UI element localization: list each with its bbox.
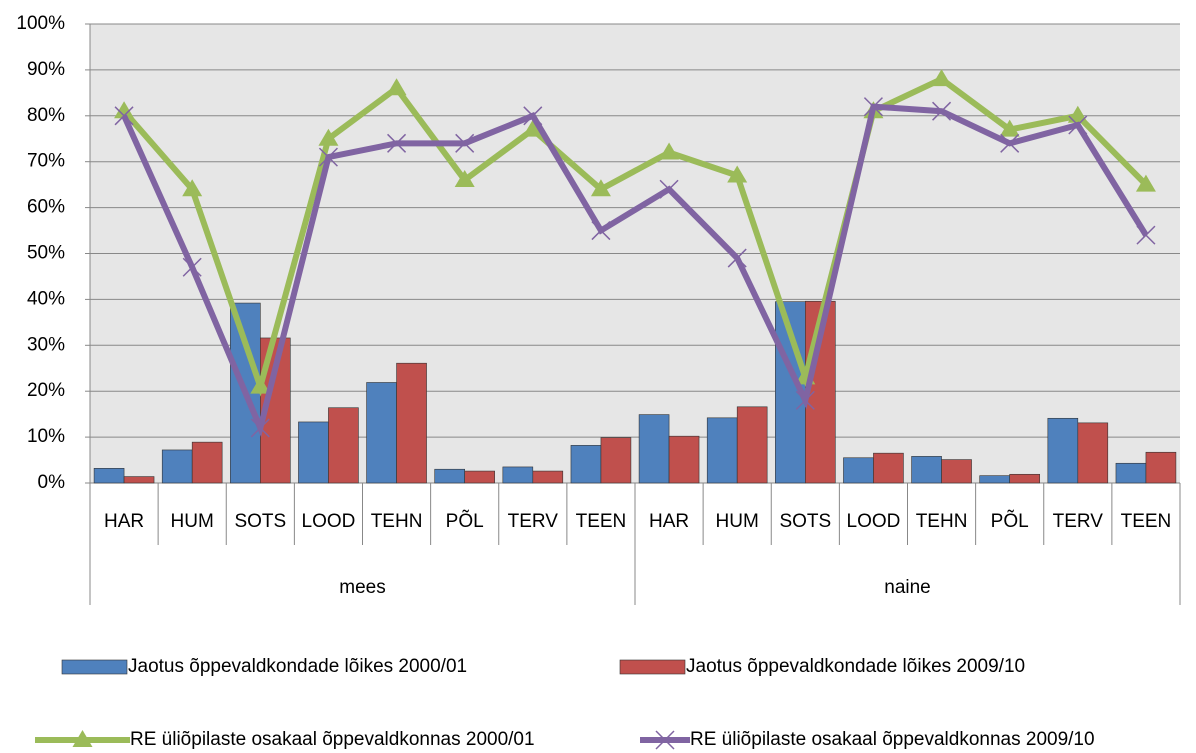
x-tick-label: HAR [649, 511, 689, 532]
bar [93, 468, 125, 484]
marker [1068, 115, 1088, 135]
x-tick-label: TEEN [1121, 511, 1172, 532]
marker [931, 69, 952, 87]
marker [318, 147, 338, 167]
group-label: naine [884, 577, 931, 598]
marker [387, 133, 407, 153]
y-tick-label: 90% [27, 59, 65, 80]
marker [1067, 105, 1088, 123]
bar [736, 406, 768, 484]
x-tick-label: LOOD [847, 511, 901, 532]
x-tick-label: HAR [104, 511, 144, 532]
y-tick-label: 0% [38, 472, 66, 493]
x-tick-label: PÕL [446, 510, 484, 532]
y-tick-label: 100% [16, 13, 65, 34]
bar [434, 468, 465, 484]
marker [522, 119, 543, 137]
y-tick-label: 50% [27, 243, 65, 264]
x-tick-label: TEEN [576, 511, 627, 532]
marker [182, 179, 203, 197]
bar [570, 445, 602, 484]
marker [318, 128, 339, 146]
marker [591, 221, 611, 241]
bar [1077, 422, 1109, 484]
marker [999, 119, 1020, 137]
bar [706, 417, 738, 484]
y-tick-label: 30% [27, 334, 65, 355]
bar [464, 470, 495, 484]
legend-marker [72, 730, 93, 747]
bar [532, 470, 564, 484]
marker [863, 97, 883, 117]
legend-swatch [619, 659, 686, 675]
y-tick-label: 80% [27, 105, 65, 126]
bar [873, 452, 904, 484]
bar [638, 414, 670, 484]
marker [727, 165, 748, 183]
bar [123, 476, 155, 484]
marker [250, 376, 271, 394]
marker [659, 179, 679, 199]
bar [1047, 417, 1079, 484]
x-tick-label: SOTS [779, 511, 831, 532]
x-tick-label: TEHN [916, 511, 968, 532]
marker [932, 101, 952, 121]
marker [523, 106, 543, 126]
legend-swatch [61, 659, 128, 675]
y-tick-label: 10% [27, 426, 65, 447]
bar [191, 441, 223, 484]
x-tick-label: SOTS [234, 511, 286, 532]
legend-label: RE üliõpilaste osakaal õppevaldkonnas 20… [690, 729, 1095, 750]
bar [502, 466, 534, 484]
bar [668, 435, 700, 484]
marker [1136, 225, 1156, 245]
line [121, 103, 1149, 438]
legend-marker [655, 730, 675, 750]
marker [455, 133, 475, 153]
bar [396, 362, 427, 484]
bar [979, 475, 1010, 484]
bar [911, 456, 942, 484]
y-tick-label: 40% [27, 288, 65, 309]
marker [590, 179, 611, 197]
marker [386, 78, 407, 96]
marker [182, 257, 202, 277]
bar [941, 459, 972, 484]
y-tick-label: 60% [27, 197, 65, 218]
marker [1135, 174, 1156, 192]
legend-label: Jaotus õppevaldkondade lõikes 2000/01 [128, 656, 467, 677]
marker [114, 101, 135, 119]
marker [795, 390, 815, 410]
bar [843, 457, 874, 484]
bar [298, 421, 329, 484]
marker [250, 418, 270, 438]
x-tick-label: HUM [171, 511, 214, 532]
marker [454, 170, 475, 188]
legend-label: RE üliõpilaste osakaal õppevaldkonnas 20… [130, 729, 535, 750]
bar [1115, 462, 1147, 484]
marker [659, 142, 680, 160]
x-tick-label: TERV [508, 511, 559, 532]
x-tick-label: TERV [1053, 511, 1104, 532]
bar [600, 437, 632, 484]
group-label: mees [339, 577, 385, 598]
x-tick-label: LOOD [302, 511, 356, 532]
bar [366, 382, 397, 484]
y-tick-label: 70% [27, 151, 65, 172]
bar [328, 407, 359, 484]
line [121, 75, 1149, 397]
marker [114, 106, 134, 126]
x-tick-label: PÕL [991, 510, 1029, 532]
x-tick-label: HUM [716, 511, 759, 532]
bar [1009, 473, 1040, 484]
marker [727, 248, 747, 268]
marker [1000, 133, 1020, 153]
y-tick-label: 20% [27, 380, 65, 401]
legend-label: Jaotus õppevaldkondade lõikes 2009/10 [686, 656, 1025, 677]
bar [161, 449, 193, 484]
x-tick-label: TEHN [371, 511, 423, 532]
bar [1145, 451, 1177, 484]
